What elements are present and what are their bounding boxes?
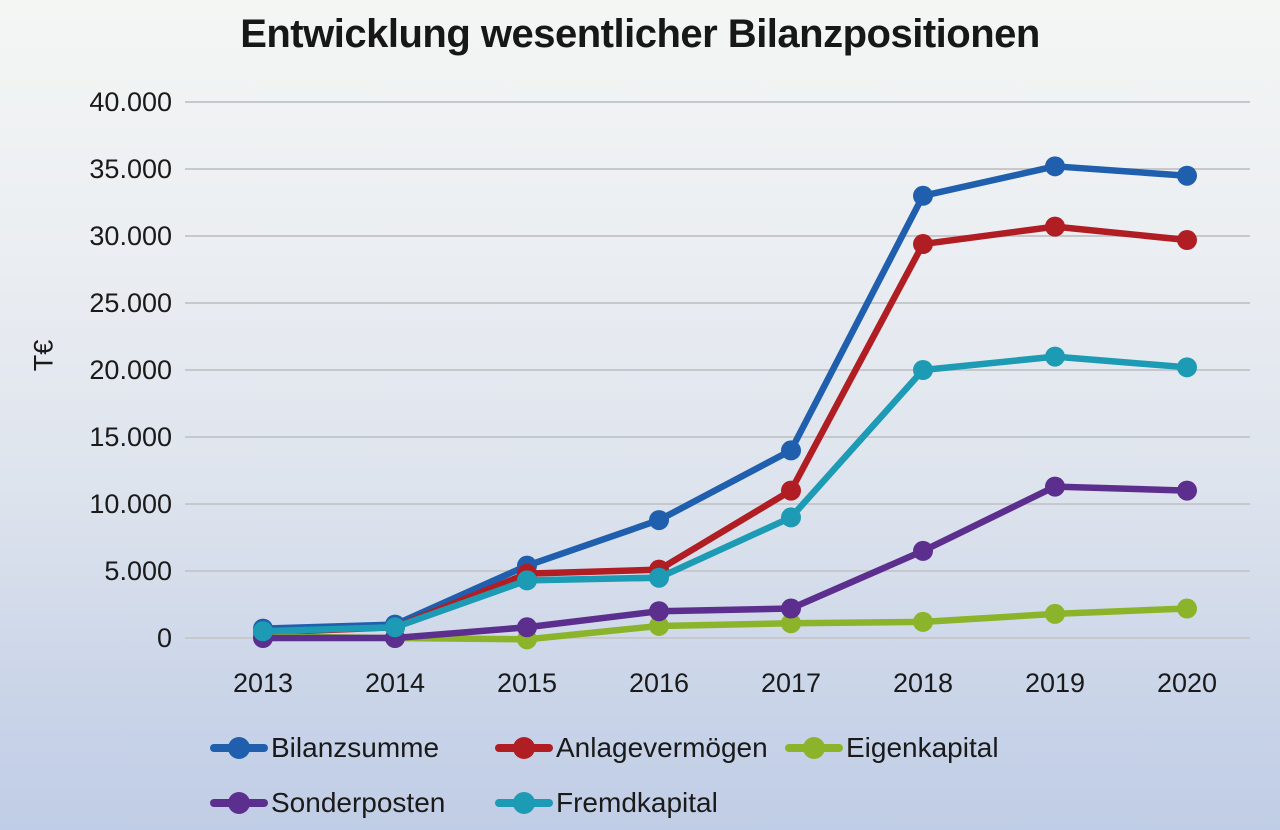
data-point-fremdkapital-2014 [385, 617, 405, 638]
data-point-sonderposten-2017 [781, 598, 801, 619]
data-point-eigenkapital-2020 [1177, 598, 1197, 619]
series-line-bilanzsumme [259, 163, 1191, 632]
y-tick-label-15.000: 15.000 [89, 422, 172, 452]
data-point-eigenkapital-2019 [1045, 603, 1065, 624]
chart-title: Entwicklung wesentlicher Bilanzpositione… [240, 12, 1040, 56]
data-point-sonderposten-2019 [1045, 476, 1065, 497]
y-tick-label-30.000: 30.000 [89, 221, 172, 251]
data-point-sonderposten-2020 [1177, 480, 1197, 501]
y-tick-label-5.000: 5.000 [104, 556, 172, 586]
data-point-fremdkapital-2013 [253, 621, 273, 642]
legend-label: Sonderposten [271, 787, 446, 818]
legend-marker-icon [785, 737, 843, 759]
data-point-eigenkapital-2016 [649, 615, 669, 636]
data-point-anlageverm-gen-2019 [1045, 216, 1065, 237]
data-point-bilanzsumme-2019 [1045, 156, 1065, 177]
data-point-fremdkapital-2019 [1045, 346, 1065, 367]
data-point-bilanzsumme-2016 [649, 510, 669, 531]
legend-item-sonderposten: Sonderposten [210, 786, 445, 820]
series-line-sonderposten [259, 483, 1191, 642]
y-tick-label-40.000: 40.000 [89, 87, 172, 117]
x-tick-label-2017: 2017 [760, 668, 822, 698]
series-line-fremdkapital [259, 353, 1191, 635]
data-point-sonderposten-2016 [649, 601, 669, 622]
data-point-eigenkapital-2017 [781, 613, 801, 634]
x-tick-label-2016: 2016 [628, 668, 690, 698]
legend-item-anlageverm-gen: Anlagevermögen [495, 731, 768, 765]
legend-marker-icon [495, 792, 553, 814]
y-tick-label-0: 0 [156, 623, 172, 653]
y-tick-label-35.000: 35.000 [89, 154, 172, 184]
data-point-fremdkapital-2015 [517, 570, 537, 591]
data-point-fremdkapital-2020 [1177, 357, 1197, 378]
y-tick-label-25.000: 25.000 [89, 288, 172, 318]
legend-item-bilanzsumme: Bilanzsumme [210, 731, 439, 765]
data-point-anlageverm-gen-2017 [781, 480, 801, 501]
legend-label: Bilanzsumme [271, 732, 440, 763]
legend-marker-icon [210, 737, 268, 759]
data-point-sonderposten-2018 [913, 540, 933, 561]
data-point-bilanzsumme-2018 [913, 185, 933, 206]
legend-marker-icon [495, 737, 553, 759]
x-tick-label-2020: 2020 [1156, 668, 1218, 698]
legend-label: Eigenkapital [846, 732, 999, 763]
legend-item-fremdkapital: Fremdkapital [495, 786, 718, 820]
data-point-sonderposten-2015 [517, 617, 537, 638]
y-tick-label-20.000: 20.000 [89, 355, 172, 385]
data-point-fremdkapital-2016 [649, 567, 669, 588]
data-point-anlageverm-gen-2018 [913, 234, 933, 255]
legend-label: Anlagevermögen [556, 732, 768, 763]
data-point-eigenkapital-2018 [913, 611, 933, 632]
x-tick-label-2019: 2019 [1024, 668, 1086, 698]
data-point-bilanzsumme-2020 [1177, 165, 1197, 186]
data-point-anlageverm-gen-2020 [1177, 230, 1197, 251]
legend-marker-icon [210, 792, 268, 814]
data-point-bilanzsumme-2017 [781, 440, 801, 461]
x-tick-label-2018: 2018 [892, 668, 954, 698]
x-tick-label-2015: 2015 [496, 668, 558, 698]
x-tick-label-2014: 2014 [364, 668, 426, 698]
x-tick-label-2013: 2013 [232, 668, 294, 698]
y-tick-label-10.000: 10.000 [89, 489, 172, 519]
data-point-fremdkapital-2017 [781, 507, 801, 528]
data-point-fremdkapital-2018 [913, 360, 933, 380]
legend-item-eigenkapital: Eigenkapital [785, 731, 999, 765]
legend-label: Fremdkapital [556, 787, 718, 818]
